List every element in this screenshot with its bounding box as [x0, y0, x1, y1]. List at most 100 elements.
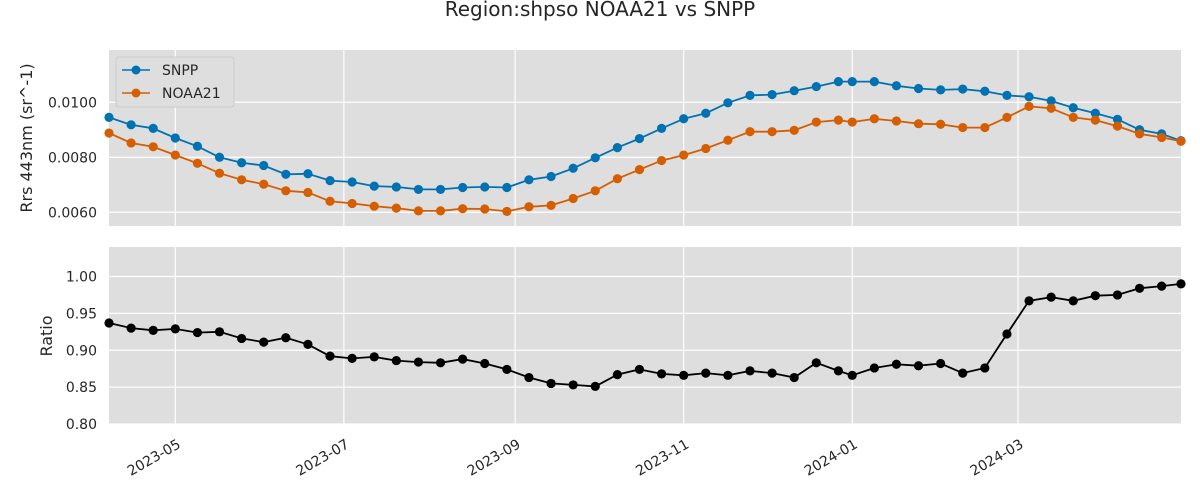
- data-point-snpp: [148, 123, 158, 133]
- data-point-snpp: [833, 77, 844, 87]
- data-point-ratio: [869, 363, 879, 373]
- data-point-ratio: [170, 324, 180, 334]
- data-point-noaa21: [524, 202, 534, 212]
- data-point-noaa21: [1157, 132, 1167, 143]
- data-point-noaa21: [1176, 136, 1186, 146]
- data-point-snpp: [192, 141, 203, 151]
- data-point-ratio: [980, 363, 990, 373]
- data-point-ratio: [502, 364, 512, 375]
- data-point-ratio: [634, 364, 645, 375]
- data-point-noaa21: [325, 196, 335, 206]
- data-point-snpp: [546, 171, 556, 182]
- data-point-noaa21: [259, 179, 269, 189]
- x-tick-label: 2023-07: [293, 437, 352, 480]
- data-point-noaa21: [170, 150, 180, 160]
- data-point-ratio: [1002, 329, 1012, 339]
- data-point-ratio: [745, 366, 755, 376]
- data-point-ratio: [767, 368, 777, 378]
- data-point-snpp: [303, 169, 313, 179]
- x-tick-label: 2024-03: [968, 437, 1027, 480]
- x-tick-label: 2023-09: [465, 437, 524, 480]
- data-point-snpp: [126, 120, 136, 130]
- data-point-noaa21: [980, 122, 990, 133]
- data-point-noaa21: [192, 158, 203, 168]
- ratio-y-tick-label: 1.00: [66, 270, 97, 286]
- data-point-snpp: [1024, 92, 1034, 102]
- data-point-snpp: [869, 77, 879, 87]
- data-point-snpp: [1046, 96, 1056, 106]
- data-point-noaa21: [413, 206, 424, 216]
- rrs-y-tick-label: 0.0080: [48, 150, 97, 166]
- data-point-ratio: [833, 366, 844, 376]
- data-point-snpp: [1090, 108, 1100, 118]
- legend-entry-noaa21: NOAA21: [122, 86, 221, 102]
- data-point-noaa21: [789, 125, 799, 135]
- data-point-snpp: [811, 81, 821, 92]
- data-point-noaa21: [480, 204, 490, 214]
- ratio-y-tick-label: 0.90: [66, 343, 97, 359]
- data-point-ratio: [281, 333, 291, 343]
- data-point-noaa21: [303, 187, 313, 198]
- data-point-snpp: [701, 108, 711, 118]
- data-point-snpp: [524, 175, 534, 185]
- data-point-noaa21: [391, 203, 401, 213]
- data-point-noaa21: [347, 198, 357, 209]
- data-point-ratio: [723, 370, 733, 380]
- data-point-snpp: [723, 98, 733, 108]
- data-point-noaa21: [913, 119, 924, 129]
- data-point-noaa21: [745, 127, 755, 137]
- data-point-snpp: [590, 153, 600, 163]
- ratio-y-ticks: 0.80 0.85 0.90 0.95 1.00: [66, 270, 97, 434]
- data-point-noaa21: [281, 186, 291, 196]
- data-point-snpp: [458, 182, 468, 193]
- data-point-ratio: [259, 337, 269, 347]
- data-point-ratio: [568, 380, 578, 390]
- data-point-noaa21: [1024, 101, 1034, 111]
- data-point-noaa21: [936, 119, 946, 129]
- rrs-plot-background: [109, 50, 1181, 226]
- data-point-snpp: [568, 163, 578, 173]
- data-point-snpp: [789, 86, 799, 96]
- data-point-ratio: [1068, 296, 1078, 306]
- data-point-ratio: [913, 361, 924, 371]
- data-point-snpp: [1002, 90, 1012, 100]
- data-point-snpp: [480, 182, 490, 192]
- data-point-noaa21: [126, 138, 136, 148]
- data-point-ratio: [1046, 292, 1056, 302]
- data-point-ratio: [958, 368, 968, 378]
- rrs-series: [104, 77, 1186, 217]
- ratio-plot-background: [109, 247, 1181, 424]
- data-point-snpp: [767, 89, 777, 100]
- data-point-noaa21: [1002, 112, 1012, 122]
- data-point-noaa21: [891, 116, 902, 126]
- data-point-noaa21: [1046, 103, 1056, 113]
- data-point-ratio: [789, 372, 799, 383]
- data-point-noaa21: [502, 206, 512, 217]
- data-point-noaa21: [811, 117, 821, 127]
- data-point-noaa21: [1090, 115, 1100, 125]
- data-point-ratio: [369, 352, 379, 362]
- legend-entry-snpp: SNPP: [122, 63, 198, 79]
- data-point-ratio: [1024, 296, 1034, 306]
- legend: SNPP NOAA21: [115, 56, 235, 108]
- ratio-y-tick-label: 0.85: [66, 380, 97, 396]
- data-point-noaa21: [237, 175, 247, 185]
- data-point-snpp: [745, 90, 755, 100]
- data-point-ratio: [303, 339, 313, 349]
- data-point-noaa21: [869, 114, 879, 124]
- data-point-snpp: [104, 112, 114, 122]
- data-point-snpp: [435, 184, 446, 195]
- data-point-ratio: [391, 355, 401, 366]
- ratio-panel: 0.800.850.900.951.00 Ratio 2023-05 2023-0…: [37, 247, 1186, 480]
- data-point-ratio: [936, 358, 946, 369]
- ratio-y-tick-label: 0.80: [66, 417, 97, 433]
- data-point-noaa21: [458, 204, 468, 214]
- data-point-ratio: [1157, 281, 1167, 291]
- data-point-noaa21: [369, 201, 379, 211]
- data-point-noaa21: [958, 122, 968, 133]
- data-point-snpp: [413, 184, 424, 195]
- legend-label-noaa21: NOAA21: [162, 86, 221, 102]
- data-point-noaa21: [1134, 129, 1145, 139]
- data-point-ratio: [1090, 291, 1100, 301]
